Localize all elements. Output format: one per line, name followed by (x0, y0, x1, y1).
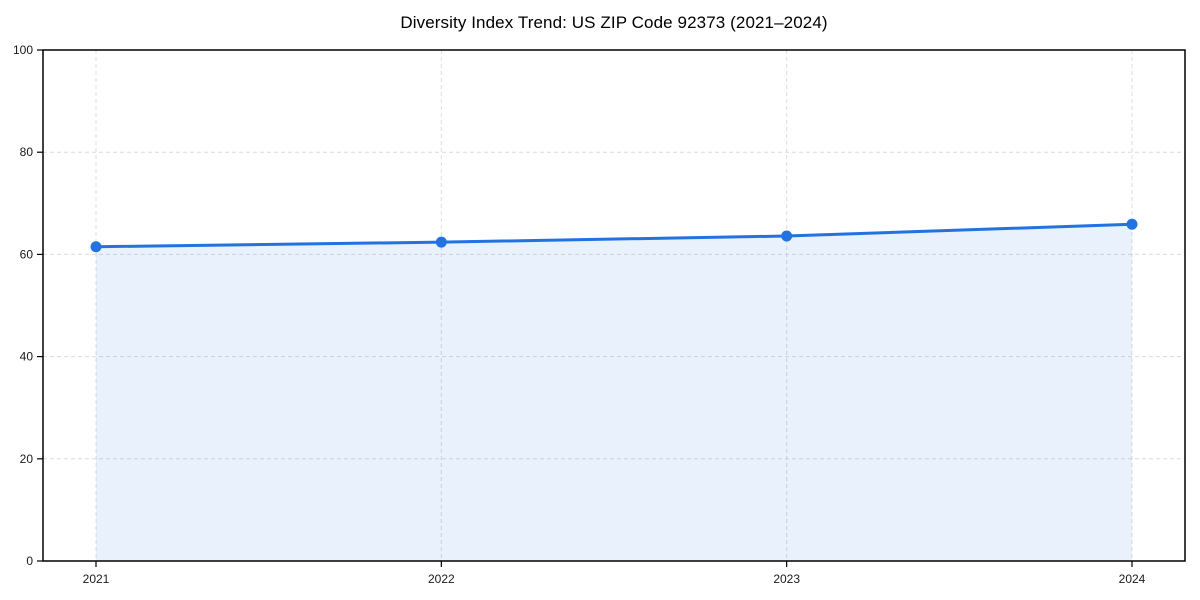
chart-title: Diversity Index Trend: US ZIP Code 92373… (400, 13, 828, 32)
data-point-2021 (90, 241, 102, 253)
y-tick-label-40: 40 (20, 350, 34, 364)
data-point-2023 (781, 230, 793, 242)
data-point-2022 (435, 236, 447, 248)
x-tick-label-2024: 2024 (1119, 572, 1146, 586)
y-tick-label-0: 0 (26, 554, 33, 568)
y-tick-label-100: 100 (13, 43, 33, 57)
trend-line (94, 222, 1134, 249)
y-tick-label-20: 20 (20, 452, 34, 466)
area-fill (96, 224, 1132, 561)
y-tick-label-80: 80 (20, 145, 34, 159)
x-tick-label-2022: 2022 (428, 572, 455, 586)
x-tick-label-2021: 2021 (83, 572, 110, 586)
x-tick-label-2023: 2023 (773, 572, 800, 586)
plot-border (42, 49, 1186, 562)
data-point-2024 (1126, 218, 1138, 230)
y-tick-label-60: 60 (20, 247, 34, 261)
